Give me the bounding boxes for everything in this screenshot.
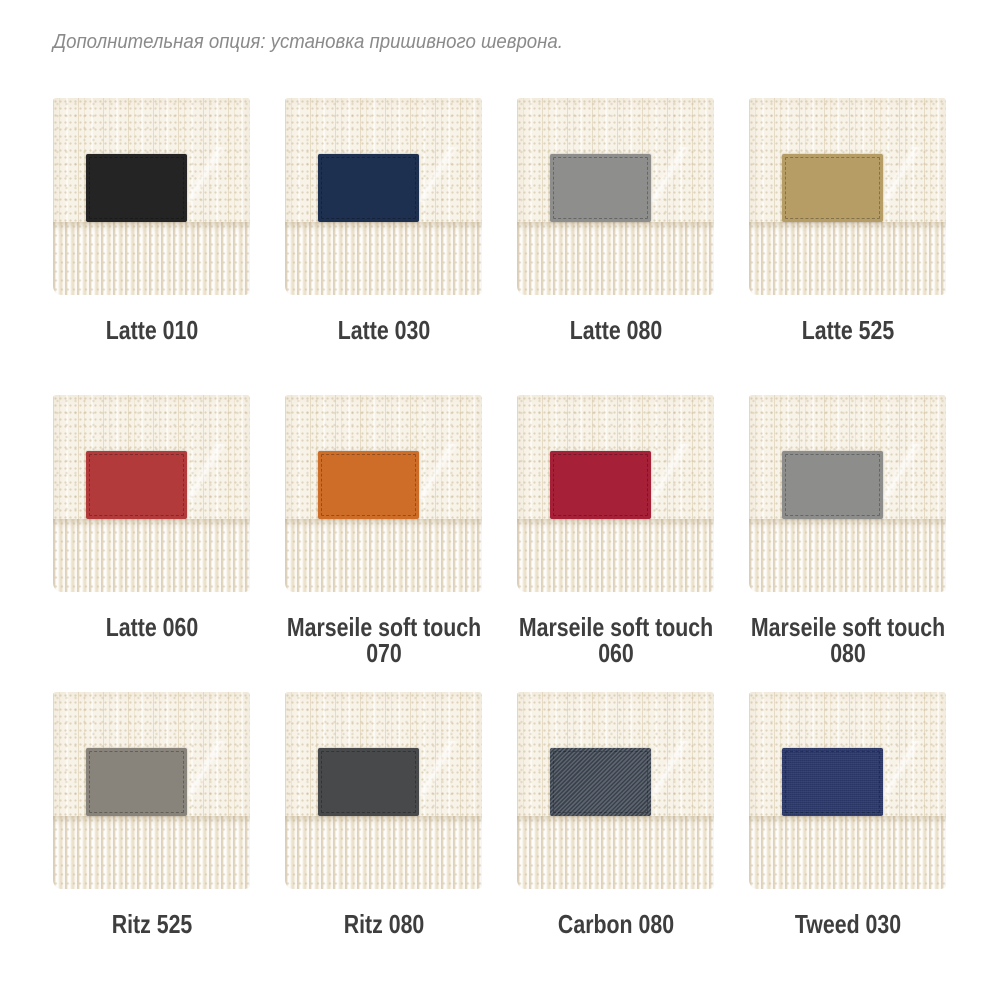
rib-band xyxy=(53,519,250,592)
stitch-border-icon xyxy=(785,751,880,813)
rib-band xyxy=(517,519,714,592)
blanket-photo xyxy=(53,98,250,295)
chevron-patch xyxy=(550,748,651,816)
blanket-photo xyxy=(53,395,250,592)
stitch-border-icon xyxy=(89,157,184,219)
stitch-border-icon xyxy=(321,157,416,219)
swatch-label: Marseile soft touch 060 xyxy=(518,612,714,668)
swatch-card: Ritz 525 xyxy=(53,692,250,963)
chevron-patch xyxy=(782,748,883,816)
swatch-card: Latte 010 xyxy=(53,98,250,369)
stitch-border-icon xyxy=(553,454,648,516)
rib-band xyxy=(53,816,250,889)
swatch-label: Ritz 080 xyxy=(343,909,425,939)
chevron-patch xyxy=(86,451,187,519)
blanket-photo xyxy=(517,98,714,295)
chevron-patch xyxy=(782,451,883,519)
blanket-photo xyxy=(53,692,250,889)
stitch-border-icon xyxy=(321,751,416,813)
swatch-card: Marseile soft touch 080 xyxy=(749,395,946,666)
swatch-card: Latte 525 xyxy=(749,98,946,369)
stitch-border-icon xyxy=(553,751,648,813)
rib-band xyxy=(285,519,482,592)
swatch-card: Carbon 080 xyxy=(517,692,714,963)
page-note: Дополнительная опция: установка пришивно… xyxy=(53,31,563,53)
swatch-card: Latte 080 xyxy=(517,98,714,369)
swatch-card: Latte 060 xyxy=(53,395,250,666)
swatch-label: Marseile soft touch 070 xyxy=(286,612,482,668)
chevron-patch xyxy=(86,748,187,816)
blanket-photo xyxy=(517,395,714,592)
rib-band xyxy=(517,816,714,889)
blanket-photo xyxy=(285,98,482,295)
stitch-border-icon xyxy=(321,454,416,516)
swatch-card: Marseile soft touch 070 xyxy=(285,395,482,666)
swatch-label: Carbon 080 xyxy=(557,909,675,939)
swatch-card: Ritz 080 xyxy=(285,692,482,963)
chevron-patch xyxy=(318,154,419,222)
swatch-label: Marseile soft touch 080 xyxy=(750,612,946,668)
swatch-label: Latte 030 xyxy=(337,315,431,345)
blanket-photo xyxy=(749,692,946,889)
rib-band xyxy=(749,222,946,295)
blanket-photo xyxy=(285,395,482,592)
stitch-border-icon xyxy=(89,454,184,516)
blanket-photo xyxy=(749,395,946,592)
chevron-patch xyxy=(318,748,419,816)
rib-band xyxy=(517,222,714,295)
blanket-photo xyxy=(749,98,946,295)
stitch-border-icon xyxy=(553,157,648,219)
swatch-label: Latte 060 xyxy=(105,612,199,642)
rib-band xyxy=(285,222,482,295)
chevron-patch xyxy=(318,451,419,519)
blanket-photo xyxy=(285,692,482,889)
stitch-border-icon xyxy=(785,157,880,219)
chevron-patch xyxy=(550,451,651,519)
chevron-patch xyxy=(782,154,883,222)
swatch-card: Latte 030 xyxy=(285,98,482,369)
chevron-patch xyxy=(550,154,651,222)
swatch-label: Latte 010 xyxy=(105,315,199,345)
rib-band xyxy=(285,816,482,889)
chevron-patch xyxy=(86,154,187,222)
rib-band xyxy=(749,519,946,592)
swatch-card: Tweed 030 xyxy=(749,692,946,963)
swatch-label: Tweed 030 xyxy=(794,909,902,939)
stitch-border-icon xyxy=(89,751,184,813)
rib-band xyxy=(53,222,250,295)
rib-band xyxy=(749,816,946,889)
swatch-label: Latte 080 xyxy=(569,315,663,345)
swatch-label: Latte 525 xyxy=(801,315,895,345)
blanket-photo xyxy=(517,692,714,889)
swatch-grid: Latte 010 Latte 030 Latte 080 xyxy=(53,98,1000,963)
swatch-label: Ritz 525 xyxy=(111,909,193,939)
stitch-border-icon xyxy=(785,454,880,516)
swatch-card: Marseile soft touch 060 xyxy=(517,395,714,666)
